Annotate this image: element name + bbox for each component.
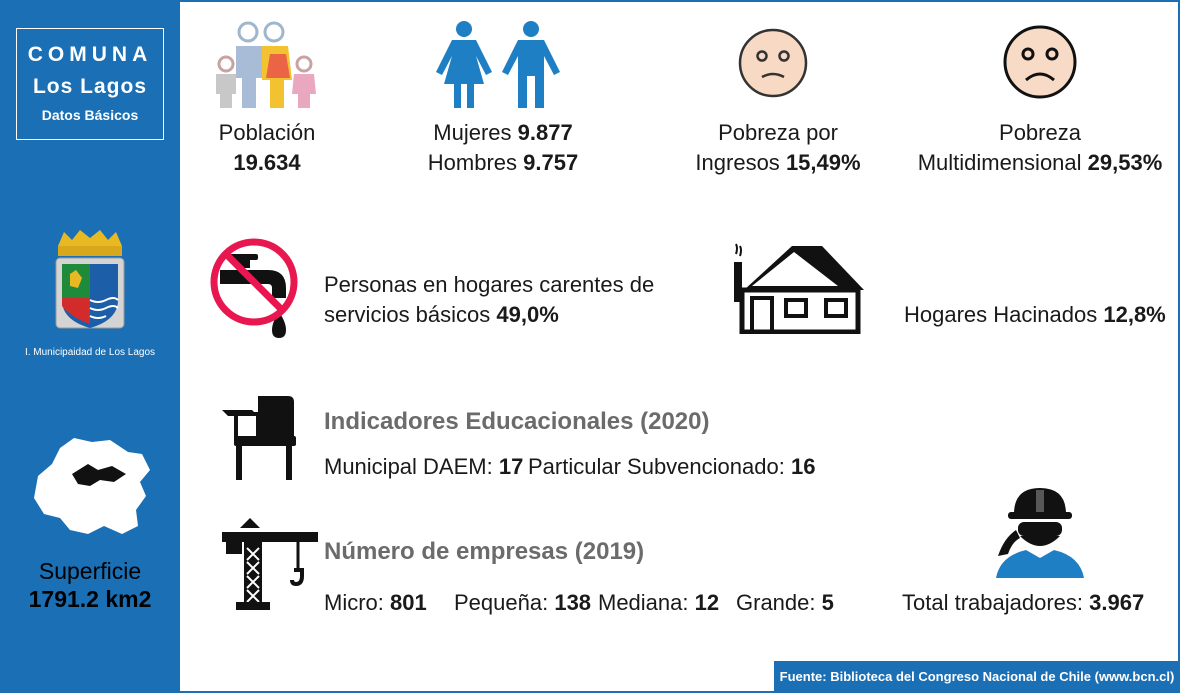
overcrowded-label: Hogares Hacinados	[904, 302, 1098, 327]
title-box: COMUNA Los Lagos Datos Básicos	[16, 28, 164, 140]
municipality-label: I. Municipaidad de Los Lagos	[24, 347, 156, 358]
medium-value: 12	[694, 590, 720, 615]
overcrowded-value: 12,8%	[1103, 302, 1166, 327]
title-line-2: Los Lagos	[32, 75, 147, 98]
multi-poverty-stat: Pobreza Multidimensional 29,53%	[912, 118, 1168, 178]
subsidized-value: 16	[790, 454, 816, 479]
workers-value: 3.967	[1089, 590, 1145, 615]
small-label: Pequeña:	[454, 590, 549, 615]
multi-poverty-line2: Multidimensional	[917, 150, 1082, 175]
workers-stat: Total trabajadores: 3.967	[902, 588, 1144, 618]
workers-label: Total trabajadores:	[902, 590, 1083, 615]
women-label: Mujeres	[433, 120, 512, 145]
companies-title: Número de empresas (2019)	[324, 538, 645, 565]
family-icon	[216, 21, 316, 108]
large-value: 5	[821, 590, 834, 615]
multi-poverty-line1: Pobreza	[999, 120, 1081, 145]
multi-poverty-value: 29,53%	[1087, 150, 1163, 175]
population-value: 19.634	[233, 150, 301, 175]
source-footer: Fuente: Biblioteca del Congreso Nacional…	[774, 661, 1180, 693]
woman-icon	[436, 21, 492, 108]
companies-medium: Mediana: 12	[598, 588, 719, 618]
income-poverty-stat: Pobreza por Ingresos 15,49%	[680, 118, 876, 178]
surface-label: Superficie	[38, 558, 142, 584]
services-line2: servicios básicos	[324, 302, 491, 327]
services-stat: Personas en hogares carentes de servicio…	[324, 270, 654, 330]
small-value: 138	[554, 590, 592, 615]
subsidized-label: Particular Subvencionado:	[528, 454, 785, 479]
education-title: Indicadores Educacionales (2020)	[324, 408, 710, 435]
women-value: 9.877	[517, 120, 573, 145]
income-poverty-line1: Pobreza por	[718, 120, 838, 145]
sad-face-icon	[738, 28, 808, 98]
man-icon	[502, 21, 560, 108]
crest-icon	[55, 230, 125, 329]
micro-label: Micro:	[324, 590, 384, 615]
title-line-1: COMUNA	[27, 43, 153, 66]
micro-value: 801	[390, 590, 427, 615]
men-value: 9.757	[523, 150, 579, 175]
medium-label: Mediana:	[598, 590, 689, 615]
income-poverty-value: 15,49%	[785, 150, 861, 175]
no-water-tap-icon	[210, 238, 298, 338]
income-poverty-line2: Ingresos	[695, 150, 780, 175]
education-municipal: Municipal DAEM: 17	[324, 452, 523, 482]
house-icon	[734, 243, 864, 334]
frown-face-icon	[1003, 25, 1077, 99]
worker-icon	[996, 488, 1084, 578]
map-icon	[34, 438, 150, 534]
sidebar: COMUNA Los Lagos Datos Básicos I. Munici…	[0, 0, 180, 693]
education-subsidized: Particular Subvencionado: 16	[528, 452, 815, 482]
overcrowded-stat: Hogares Hacinados 12,8%	[904, 300, 1166, 330]
municipal-value: 17	[498, 454, 524, 479]
companies-micro: Micro: 801	[324, 588, 427, 618]
school-desk-icon	[222, 396, 296, 480]
population-label: Población	[218, 120, 316, 145]
title-line-3: Datos Básicos	[41, 107, 139, 123]
crane-icon	[222, 518, 318, 610]
large-label: Grande:	[736, 590, 816, 615]
services-value: 49,0%	[496, 302, 559, 327]
gender-stat: Mujeres 9.877 Hombres 9.757	[400, 118, 606, 178]
population-stat: Población 19.634	[200, 118, 334, 178]
companies-small: Pequeña: 138	[454, 588, 591, 618]
municipal-label: Municipal DAEM:	[324, 454, 493, 479]
surface-value: 1791.2 km2	[28, 586, 152, 612]
men-label: Hombres	[427, 150, 518, 175]
companies-large: Grande: 5	[736, 588, 834, 618]
services-line1: Personas en hogares carentes de	[324, 272, 655, 297]
